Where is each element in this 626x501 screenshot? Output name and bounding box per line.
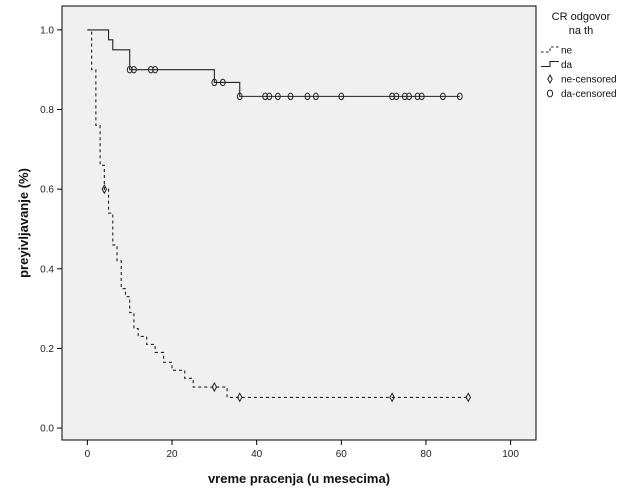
x-tick-label: 40 [251,449,263,460]
y-tick-label: 0.8 [40,105,54,116]
legend-swatch-ne [541,46,559,53]
plot-area [61,5,537,441]
censored-marker-da [126,66,133,74]
y-tick-label: 0.6 [40,185,54,196]
legend: CR odgovor na th ne da ne-censored da-censo… [541,11,617,100]
x-tick-label: 100 [502,449,519,460]
censored-marker-da [393,92,400,101]
legend-label-ne-censored: ne-censored [561,75,617,86]
x-axis-ticks: 0 20 40 60 80 100 [85,440,519,460]
censored-marker-ne [211,382,218,393]
censored-marker-da [152,66,159,74]
x-tick-label: 80 [420,449,432,460]
y-axis-title: preyivljavanje (%) [16,168,31,278]
censored-marker-da [439,92,446,101]
legend-title-line1: CR odgovor [552,11,611,23]
censored-marker-da [414,92,421,101]
censored-marker-da [262,92,269,101]
legend-label-da: da [561,60,573,71]
censored-marker-da [219,78,226,87]
censored-marker-da [456,92,463,101]
legend-swatch-da [541,60,559,68]
y-tick-label: 0.0 [40,424,54,435]
y-tick-label: 0.4 [40,264,54,275]
censored-marker-da [401,92,408,101]
legend-swatch-ne-censored [547,73,553,85]
censored-marker-da [266,92,273,101]
x-tick-label: 20 [166,449,178,460]
censored-marker-ne [465,392,472,403]
x-axis-title: vreme pracenja (u mesecima) [208,471,390,486]
censored-marker-da [313,92,319,101]
censored-marker-da [418,92,425,101]
series-line-ne [87,29,469,398]
legend-title-line2: na th [569,25,593,37]
censored-marker-da [287,92,294,101]
x-tick-label: 60 [336,449,348,460]
y-axis-ticks: 0.0 0.2 0.4 0.6 0.8 1.0 [40,25,62,435]
censored-marker-da [274,92,281,101]
censored-marker-da [211,78,218,87]
y-tick-label: 0.2 [40,344,54,355]
censored-marker-da [389,92,396,101]
censored-marker-da [131,66,137,74]
censored-marker-ne [101,184,108,195]
x-tick-label: 0 [85,449,91,460]
censored-marker-ne [236,392,243,403]
legend-label-da-censored: da-censored [561,89,617,100]
censored-marker-da [147,66,154,74]
y-tick-label: 1.0 [40,25,54,36]
legend-swatch-da-censored [546,89,554,98]
legend-label-ne: ne [561,46,573,57]
censored-marker-da [304,92,311,101]
censored-marker-da [236,92,243,101]
censored-marker-da [406,92,412,101]
censored-marker-ne [389,392,395,403]
series-layer [87,29,472,403]
series-line-da [87,29,460,97]
legend-items: ne da ne-censored da-censored [541,46,617,100]
censored-marker-da [338,92,345,101]
